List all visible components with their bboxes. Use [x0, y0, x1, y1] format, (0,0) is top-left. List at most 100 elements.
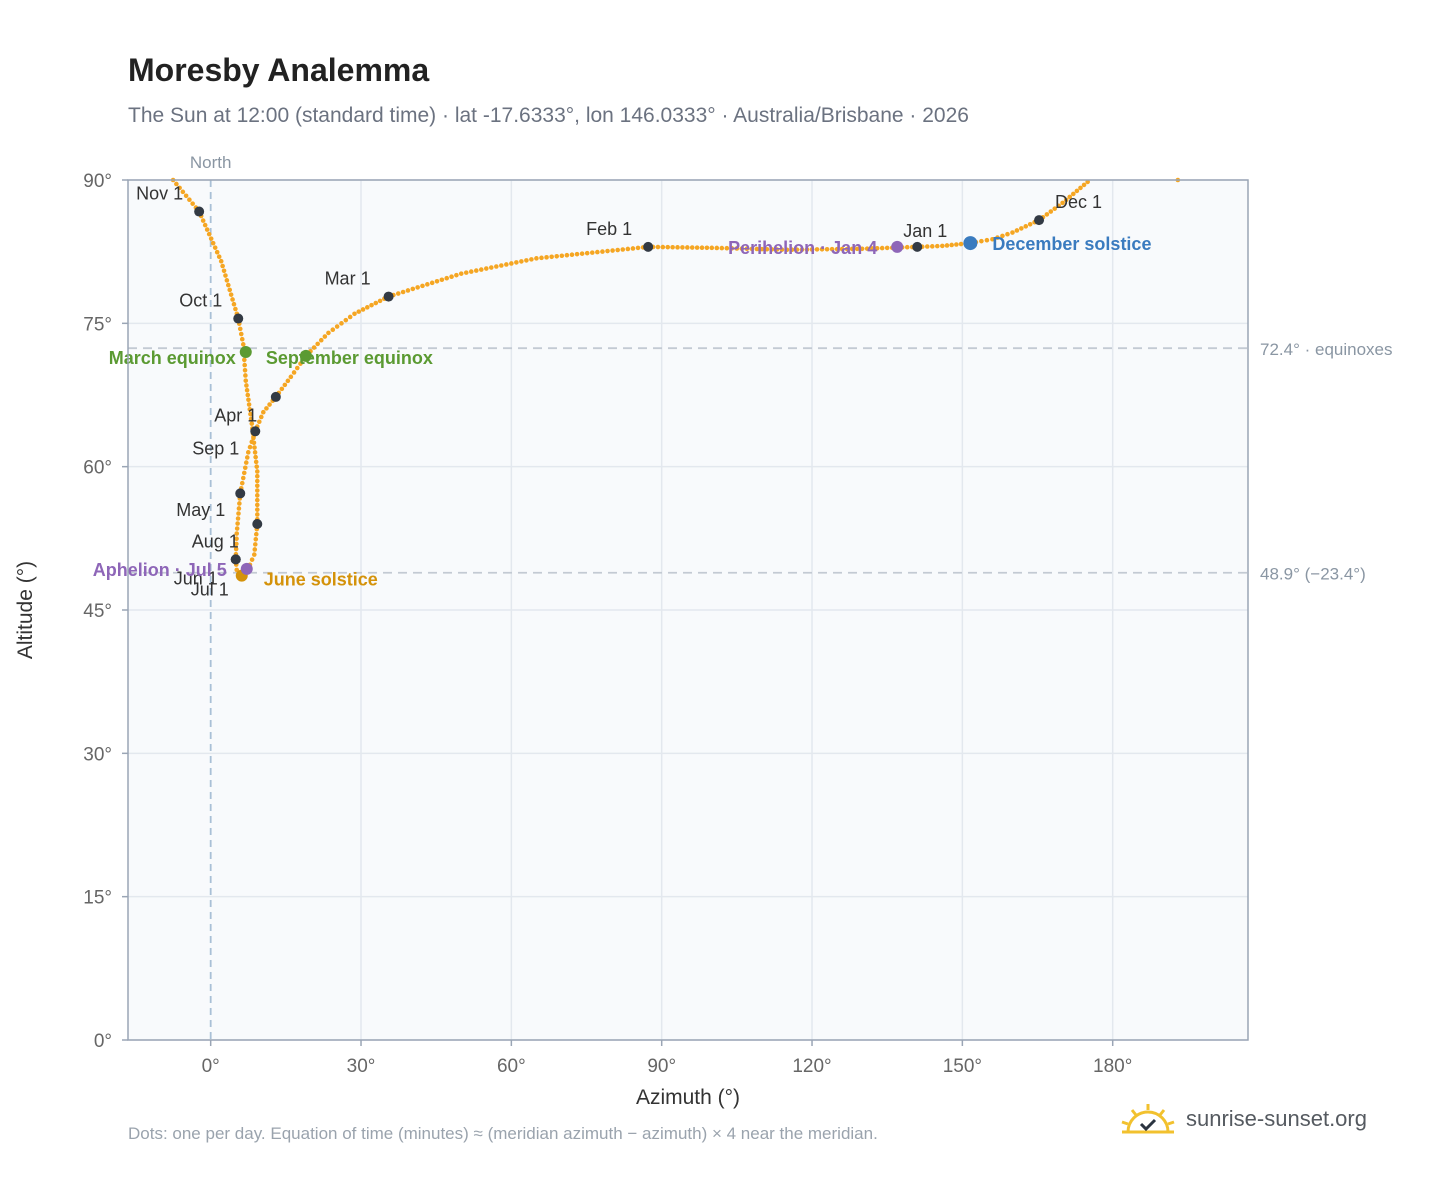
daily-sun-dot [734, 246, 740, 251]
y-tick-label: 15° [83, 888, 112, 909]
daily-sun-dot [360, 307, 366, 312]
daily-sun-dot [294, 365, 300, 371]
daily-sun-dot [239, 480, 245, 486]
daily-sun-dot [343, 317, 349, 323]
daily-sun-dot [235, 516, 241, 521]
daily-sun-dot [884, 245, 890, 251]
month-marker-dot [230, 554, 241, 565]
daily-sun-dot [246, 397, 251, 403]
daily-sun-dot [244, 455, 250, 460]
daily-sun-dot [233, 546, 239, 552]
daily-sun-dot [478, 267, 484, 272]
daily-sun-dot [253, 454, 258, 460]
month-marker-label: Sep 1 [192, 438, 239, 458]
daily-sun-dot [929, 244, 935, 249]
daily-sun-dot [789, 247, 795, 252]
daily-sun-dot [288, 374, 294, 380]
brand[interactable]: sunrise-sunset.org [1120, 1102, 1367, 1136]
daily-sun-dot [242, 465, 248, 471]
daily-sun-dot [940, 243, 945, 249]
daily-sun-dot [180, 189, 186, 195]
daily-sun-dot [559, 253, 565, 259]
month-marker-label: Feb 1 [586, 219, 632, 239]
daily-sun-dot [254, 469, 260, 474]
daily-sun-dot [824, 246, 830, 252]
daily-sun-dot [236, 511, 241, 516]
daily-sun-dot [285, 378, 291, 384]
daily-sun-dot [252, 445, 257, 450]
event-markers: March equinox September equinox June solst… [93, 234, 1152, 590]
daily-sun-dot [744, 246, 750, 252]
daily-sun-dot [190, 201, 195, 206]
event-label: September equinox [266, 348, 433, 368]
daily-sun-dot [610, 248, 615, 253]
daily-sun-dot [405, 288, 411, 293]
daily-sun-dot [254, 507, 260, 512]
daily-sun-dot [1010, 230, 1015, 235]
month-marker-dot [250, 426, 261, 437]
daily-sun-dot [804, 247, 810, 252]
y-tick-label: 30° [83, 744, 112, 765]
daily-sun-dot [534, 256, 539, 261]
daily-sun-dot [1056, 203, 1061, 209]
daily-sun-dot [254, 493, 260, 498]
daily-sun-dot [605, 248, 610, 254]
daily-sun-dot [600, 249, 605, 254]
daily-sun-dot [282, 382, 288, 388]
daily-sun-dot [230, 297, 235, 302]
daily-sun-dot [242, 367, 248, 373]
daily-sun-dot [749, 246, 755, 252]
daily-sun-dot [373, 300, 379, 306]
daily-sun-dot [208, 236, 214, 241]
daily-sun-dot [544, 255, 549, 260]
month-marker-label: Mar 1 [325, 269, 371, 289]
daily-sun-dot [241, 470, 247, 476]
event-marker-dot [963, 236, 978, 251]
daily-sun-dot [499, 263, 504, 268]
daily-sun-dot [242, 362, 247, 368]
daily-sun-dot [1000, 233, 1005, 239]
daily-sun-dot [187, 197, 192, 203]
daily-sun-dot [660, 244, 666, 250]
daily-sun-dot [834, 246, 840, 252]
month-marker-label: Jan 1 [903, 221, 947, 241]
daily-sun-dot [252, 547, 258, 552]
daily-sun-dot [298, 361, 303, 366]
daily-sun-dot [400, 289, 406, 295]
daily-sun-dot [425, 282, 430, 287]
daily-sun-dot [524, 258, 529, 263]
daily-sun-dot [434, 278, 440, 284]
y-tick-label: 60° [83, 458, 112, 479]
x-tick-label: 180° [1093, 1056, 1132, 1077]
daily-sun-dot [246, 402, 252, 407]
daily-sun-dot [483, 266, 489, 271]
daily-sun-dot [595, 249, 600, 255]
daily-sun-dot [444, 275, 450, 281]
event-label: June solstice [264, 570, 378, 590]
daily-sun-dot [227, 287, 233, 293]
daily-sun-dot [364, 305, 370, 310]
daily-sun-dot [1074, 188, 1080, 194]
daily-sun-dot [228, 292, 234, 297]
daily-sun-dot [554, 253, 560, 259]
x-tick-label: 0° [202, 1056, 220, 1077]
x-tick-label: 60° [497, 1056, 526, 1077]
daily-sun-dot [322, 334, 328, 339]
month-marker-label: Oct 1 [179, 291, 222, 311]
reference-line-label: 48.9° (−23.4°) [1260, 565, 1366, 584]
y-axis-label: Altitude (°) [14, 561, 37, 659]
daily-sun-dot [253, 531, 259, 537]
daily-sun-dot [177, 185, 182, 191]
daily-sun-dot [494, 264, 499, 269]
daily-sun-dot [675, 245, 680, 250]
reference-lines: North 72.4° · equinoxes 48.9° (−23.4°) [128, 153, 1393, 1040]
daily-sun-dot [1081, 182, 1087, 188]
daily-sun-dot [764, 246, 770, 252]
y-tick-label: 45° [83, 601, 112, 622]
daily-sun-dot [774, 247, 780, 252]
daily-sun-dot [630, 246, 636, 251]
daily-sun-dot [754, 246, 760, 252]
month-marker-label: Dec 1 [1055, 192, 1102, 212]
daily-sun-dot [689, 245, 695, 250]
